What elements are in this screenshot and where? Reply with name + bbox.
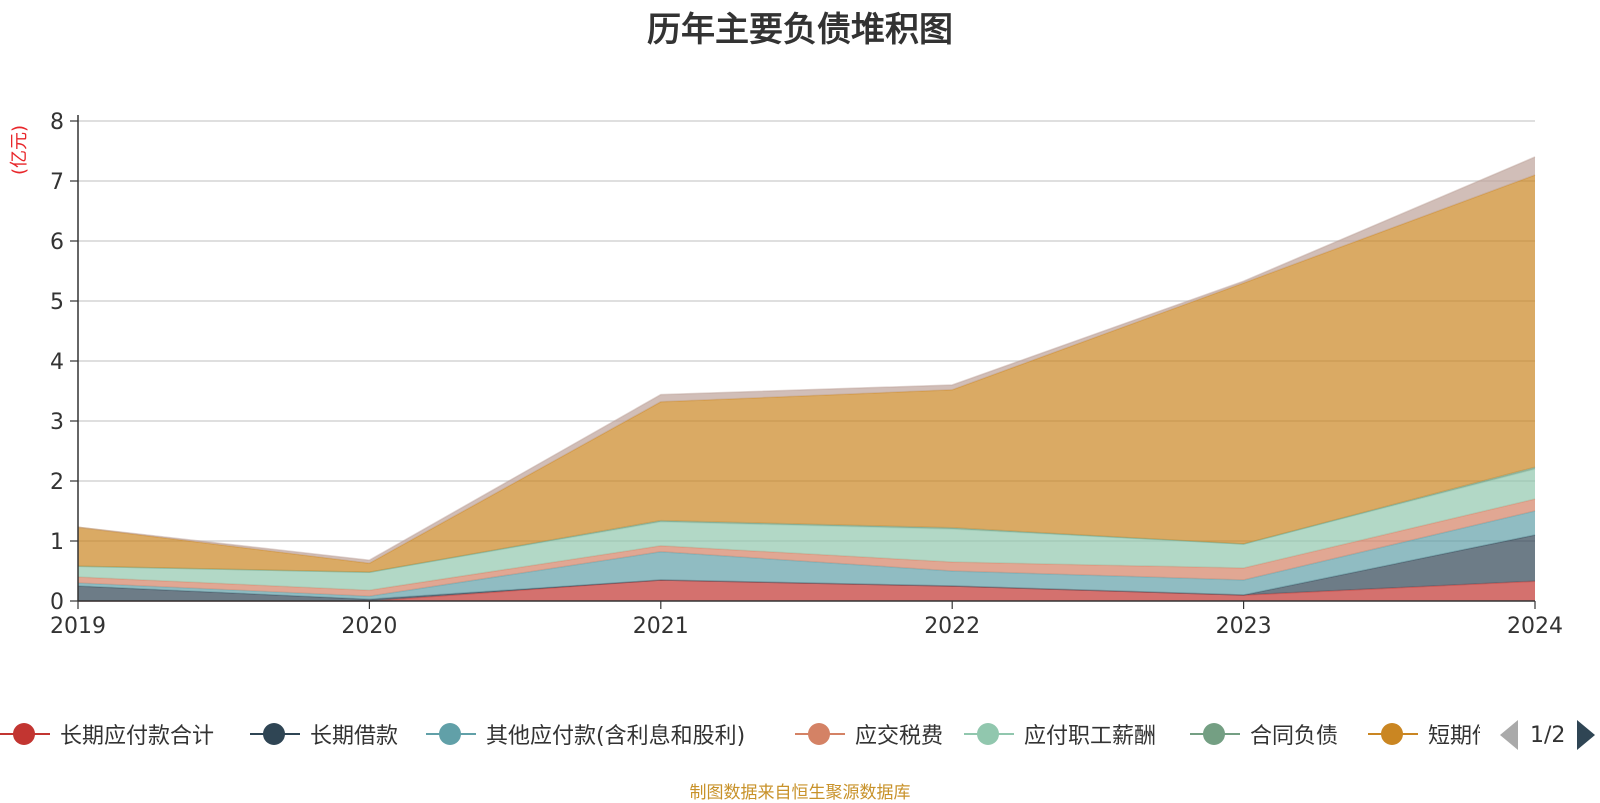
legend-item-2[interactable]: 其他应付款(含利息和股利)	[426, 714, 745, 754]
axes	[77, 115, 1535, 602]
x-tick-label: 2023	[1216, 614, 1272, 639]
x-tick-label: 2021	[633, 614, 689, 639]
legend-label: 长期借款	[310, 724, 399, 749]
legend-next-page-icon[interactable]	[1577, 720, 1596, 750]
legend-label: 应付职工薪酬	[1024, 724, 1157, 749]
stacked-area-chart: 0 1 2 3 4 5 6 7 8 2019 2020 2021 2022 2023 2024	[50, 110, 1563, 639]
legend-label: 其他应付款(含利息和股利)	[486, 724, 746, 749]
y-tick-label: 2	[50, 470, 64, 495]
chart-title: 历年主要负债堆积图	[647, 10, 953, 50]
legend-page-indicator: 1/2	[1530, 722, 1566, 748]
area-series-4	[78, 469, 1535, 591]
legend-marker-icon	[964, 722, 1014, 746]
area-series-1	[78, 535, 1535, 601]
area-series-6	[78, 175, 1535, 573]
legend: 长期应付款合计 长期借款 其他应付款(含利息和股利) 应交税费 应付职工薪酬 合同负债 短期…	[0, 714, 1480, 754]
y-axis-ticks: 0 1 2 3 4 5 6 7 8	[50, 110, 78, 615]
legend-item-4[interactable]: 应付职工薪酬	[964, 714, 1156, 754]
legend-marker-icon	[795, 722, 845, 746]
y-tick-label: 6	[50, 230, 64, 255]
legend-prev-page-icon[interactable]	[1500, 720, 1518, 750]
legend-label: 长期应付款合计	[60, 724, 215, 749]
y-tick-label: 4	[50, 350, 64, 375]
y-tick-label: 1	[50, 530, 64, 555]
x-tick-label: 2020	[341, 614, 397, 639]
y-tick-label: 7	[50, 170, 64, 195]
legend-marker-icon	[426, 722, 476, 746]
data-source-note: 制图数据来自恒生聚源数据库	[689, 783, 911, 803]
area-series-2	[78, 511, 1535, 600]
area-series-3	[78, 499, 1535, 597]
legend-item-1[interactable]: 长期借款	[250, 714, 398, 754]
legend-marker-icon	[250, 722, 300, 746]
y-tick-label: 8	[50, 110, 64, 135]
legend-marker-icon	[0, 722, 50, 746]
x-tick-label: 2019	[50, 614, 106, 639]
legend-label: 合同负债	[1250, 724, 1339, 749]
legend-item-6[interactable]: 短期借款	[1368, 714, 1480, 754]
y-tick-label: 0	[50, 590, 64, 615]
x-tick-label: 2024	[1507, 614, 1563, 639]
x-tick-label: 2022	[924, 614, 980, 639]
legend-item-3[interactable]: 应交税费	[795, 714, 943, 754]
y-tick-label: 5	[50, 290, 64, 315]
x-axis-ticks: 2019 2020 2021 2022 2023 2024	[50, 601, 1563, 639]
area-series	[77, 156, 1536, 602]
area-series-line-7	[77, 156, 1536, 561]
legend-label: 应交税费	[855, 724, 944, 749]
legend-item-0[interactable]: 长期应付款合计	[0, 714, 214, 754]
y-tick-label: 3	[50, 410, 64, 435]
legend-label: 短期借款	[1428, 724, 1480, 749]
legend-pager: 1/2	[1500, 718, 1596, 752]
legend-marker-icon	[1368, 722, 1418, 746]
legend-item-5[interactable]: 合同负债	[1190, 714, 1338, 754]
legend-marker-icon	[1190, 722, 1240, 746]
